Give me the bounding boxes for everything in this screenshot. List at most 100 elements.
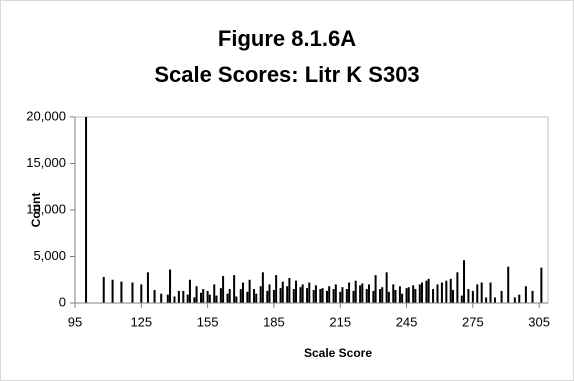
bar (507, 266, 510, 303)
bar (169, 269, 172, 303)
bar (281, 281, 284, 303)
bar (85, 117, 88, 303)
bar (199, 292, 202, 303)
bar (354, 280, 357, 303)
bar (471, 290, 474, 303)
bar (146, 272, 149, 303)
bar (361, 283, 364, 303)
bar (186, 294, 189, 303)
bar (445, 280, 448, 303)
x-tick-label: 155 (197, 314, 219, 329)
bar (111, 279, 114, 303)
bar (253, 289, 256, 303)
bar (476, 284, 479, 303)
bar (440, 282, 443, 303)
bar (392, 284, 395, 303)
bar (166, 294, 169, 303)
bar (467, 289, 470, 303)
bar (173, 296, 176, 303)
x-tick-label: 275 (462, 314, 484, 329)
bar (460, 295, 463, 303)
bar (456, 272, 459, 303)
bar (213, 284, 216, 303)
bar (449, 278, 452, 303)
bar (299, 287, 302, 303)
bar (414, 289, 417, 303)
bar (208, 294, 211, 303)
bar (319, 289, 322, 303)
y-tick-label: 20,000 (26, 108, 66, 123)
bar (359, 285, 362, 303)
bar (321, 288, 324, 303)
bar (394, 289, 397, 303)
x-tick-label: 215 (329, 314, 351, 329)
bar (226, 293, 229, 303)
y-axis-title: Count (29, 193, 43, 228)
bar (345, 289, 348, 303)
bar (480, 282, 483, 303)
bar (513, 297, 516, 303)
bar (177, 290, 180, 303)
chart-subtitle: Scale Scores: Litr K S303 (154, 62, 419, 87)
bar (372, 290, 375, 303)
bar (412, 285, 415, 303)
bar (314, 285, 317, 303)
bar (246, 291, 249, 303)
x-tick-label: 95 (68, 314, 82, 329)
bar (387, 291, 390, 303)
bar (215, 295, 218, 303)
bar (102, 276, 105, 303)
bar (222, 276, 225, 303)
bar (381, 287, 384, 303)
x-tick-label: 185 (263, 314, 285, 329)
bar (500, 290, 503, 303)
bar (219, 288, 222, 303)
y-tick-label: 15,000 (26, 155, 66, 170)
bar (228, 289, 231, 303)
bar (308, 282, 311, 303)
bar (540, 267, 543, 303)
bar (436, 284, 439, 303)
bar (489, 282, 492, 303)
bar (374, 275, 377, 303)
bar (325, 290, 328, 303)
bar (286, 286, 289, 303)
bar (193, 297, 196, 303)
bar (531, 290, 534, 303)
bar (367, 284, 370, 303)
bar (418, 284, 421, 303)
x-tick-label: 245 (396, 314, 418, 329)
bar (405, 288, 408, 303)
bar (288, 277, 291, 303)
bar (385, 272, 388, 303)
bar (427, 278, 430, 303)
bar (425, 280, 428, 303)
bar (334, 284, 337, 303)
bar (153, 289, 156, 303)
bar (306, 288, 309, 303)
y-tick-label: 10,000 (26, 201, 66, 216)
y-tick-label: 0 (59, 294, 66, 309)
bar (131, 282, 134, 303)
bar (272, 289, 275, 303)
bar (341, 287, 344, 303)
bar (352, 290, 355, 303)
bar (235, 296, 238, 303)
bar (295, 280, 298, 303)
bar (493, 297, 496, 303)
bar (241, 282, 244, 303)
chart-title: Figure 8.1.6A (218, 26, 356, 51)
bar (279, 288, 282, 303)
bar (379, 289, 382, 303)
bar (328, 286, 331, 303)
bar (266, 290, 269, 303)
bar (407, 287, 410, 303)
bar (451, 289, 454, 303)
bar (524, 286, 527, 303)
x-tick-label: 125 (130, 314, 152, 329)
bar (401, 293, 404, 303)
bar (140, 284, 143, 303)
bar (301, 284, 304, 303)
